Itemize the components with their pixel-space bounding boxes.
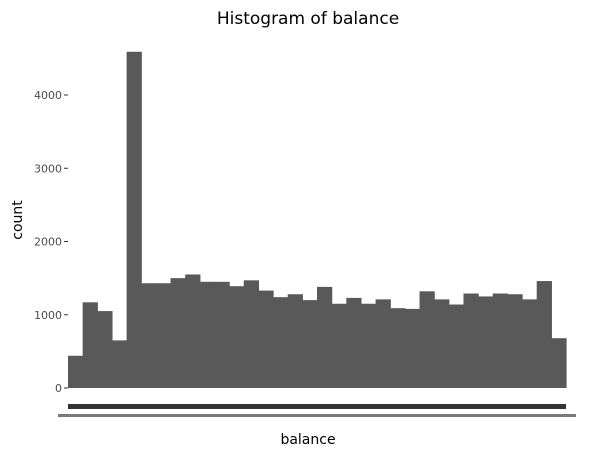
histogram-bar [199, 281, 216, 388]
histogram-bar [331, 303, 347, 388]
histogram-bar [258, 290, 274, 388]
histogram-bar [273, 297, 289, 388]
histogram-bar [97, 311, 113, 388]
y-tick-label: 0 [55, 382, 62, 395]
histogram-bar [346, 297, 362, 388]
y-tick-label: 4000 [34, 89, 62, 102]
histogram-bar [448, 304, 465, 388]
histogram-bar [126, 51, 142, 388]
histogram-bar [302, 300, 318, 388]
histogram-bar [214, 281, 230, 388]
histogram-bar [141, 283, 157, 388]
x-axis [58, 404, 576, 417]
histogram-bar [111, 340, 128, 388]
histogram-bar [68, 355, 84, 388]
histogram-bar [419, 291, 435, 388]
x-tick-labels-overlap-faint [58, 414, 576, 417]
histogram-bar [522, 299, 538, 388]
histogram-bar [551, 338, 567, 388]
histogram-bar [229, 286, 245, 388]
histogram-bar [155, 283, 172, 388]
histogram-bar [434, 299, 450, 388]
y-axis-title: count [10, 200, 26, 240]
histogram-bar [478, 296, 494, 388]
histogram-bar [360, 303, 377, 388]
x-tick-labels-overlap [68, 404, 566, 409]
histogram-bars [68, 51, 567, 388]
histogram-bar [390, 308, 406, 388]
y-tick-label: 1000 [34, 309, 62, 322]
y-tick-label: 3000 [34, 162, 62, 175]
chart-title: Histogram of balance [217, 9, 399, 29]
histogram-bar [185, 274, 201, 388]
histogram-bar [492, 293, 509, 388]
histogram-bar [375, 299, 391, 388]
histogram-bar [317, 286, 333, 388]
histogram-bar [170, 278, 186, 388]
histogram-bar [287, 294, 303, 388]
histogram-bar [82, 302, 98, 388]
y-tick-label: 2000 [34, 236, 62, 249]
histogram-bar [463, 293, 479, 388]
histogram-bar [507, 294, 523, 388]
histogram-bar [536, 281, 552, 388]
y-axis: 0 1000 2000 3000 4000 [34, 89, 68, 395]
histogram-bar [243, 280, 260, 388]
x-axis-title: balance [280, 432, 335, 448]
histogram-bar [404, 308, 421, 388]
